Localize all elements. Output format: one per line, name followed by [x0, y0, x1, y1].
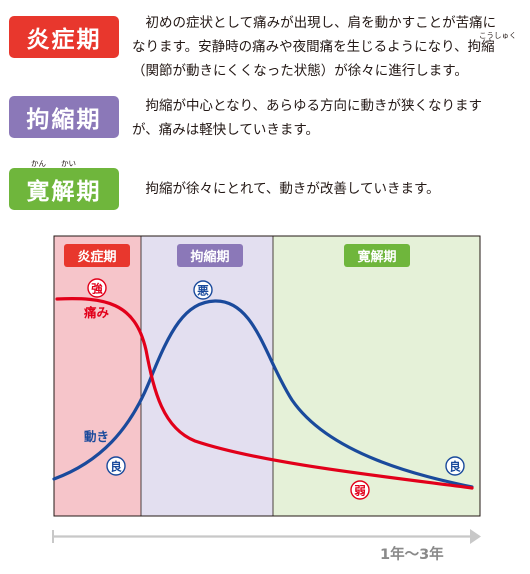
pain-label: 痛み — [83, 305, 110, 320]
recovery-phase-badge: 寛解期 — [9, 168, 119, 210]
marker-weak: 弱 — [350, 480, 370, 500]
recovery-phase-description: 拘縮が徐々にとれて、動きが改善していきます。 — [132, 177, 514, 201]
frozen-line-2: が、痛みは軽快していきます。 — [132, 122, 319, 138]
acute-line-2: なります。安静時の痛みや夜間痛を生じるようになり、拘縮 — [132, 39, 495, 55]
acute-phase-badge: 炎症期 — [9, 16, 119, 58]
frozen-line-1: 拘縮が中心となり、あらゆる方向に動きが狭くなります — [132, 98, 483, 114]
ruby-kan: かん — [31, 159, 46, 168]
frozen-label: 拘縮期 — [190, 249, 229, 265]
recovery-line-1: 拘縮が徐々にとれて、動きが改善していきます。 — [132, 181, 440, 197]
svg-text:悪: 悪 — [197, 284, 209, 298]
acute-line-1: 初めの症状として痛みが出現し、肩を動かすことが苦痛に — [132, 15, 497, 31]
acute-line-3: （関節が動きにくくなった状態）が徐々に進行します。 — [132, 63, 468, 79]
recovery-phase-region — [273, 236, 480, 516]
ruby-koushuku: こうしゅく — [479, 31, 517, 40]
ruby-kai: かい — [61, 159, 76, 168]
timeline-label: 1年〜3年 — [380, 547, 444, 563]
motion-label: 動き — [84, 429, 109, 444]
marker-strong: 強 — [87, 278, 107, 298]
svg-text:良: 良 — [449, 460, 461, 474]
svg-text:強: 強 — [91, 282, 103, 296]
recovery-label-box — [344, 244, 410, 267]
marker-good-right: 良 — [445, 456, 465, 476]
timeline-arrow — [52, 529, 481, 544]
frozen-phase-description: 拘縮が中心となり、あらゆる方向に動きが狭くなります が、痛みは軽快していきます。 — [132, 94, 514, 142]
acute-phase-description: 初めの症状として痛みが出現し、肩を動かすことが苦痛に なります。安静時の痛みや夜… — [132, 11, 514, 83]
frozen-label-box — [177, 244, 243, 267]
frozen-phase-region — [141, 236, 273, 516]
svg-text:弱: 弱 — [354, 484, 366, 498]
svg-text:良: 良 — [110, 460, 122, 474]
marker-good-left: 良 — [106, 456, 126, 476]
acute-label-box — [64, 244, 130, 267]
acute-label: 炎症期 — [77, 249, 116, 265]
frozen-phase-badge: 拘縮期 — [9, 96, 119, 138]
diagram-frame — [53, 235, 481, 517]
motion-curve — [52, 299, 474, 489]
marker-bad: 悪 — [193, 280, 213, 300]
recovery-label: 寛解期 — [357, 249, 396, 265]
pain-curve — [55, 297, 474, 490]
